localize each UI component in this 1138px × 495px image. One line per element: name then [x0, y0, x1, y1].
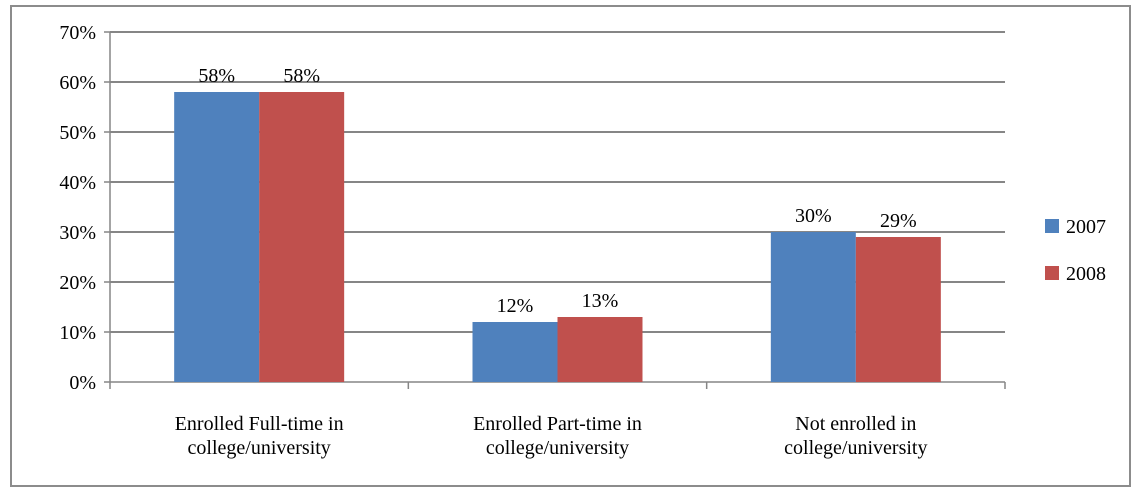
legend-swatch — [1045, 219, 1059, 233]
data-label: 58% — [198, 65, 235, 87]
data-label: 13% — [582, 290, 619, 312]
bar-2008 — [557, 317, 643, 382]
y-tick-label: 30% — [59, 222, 96, 244]
bar-2008 — [855, 237, 941, 382]
y-tick-label: 20% — [59, 272, 96, 294]
bar-2007 — [770, 232, 856, 382]
data-label: 12% — [497, 295, 534, 317]
x-tick-label: college/university — [188, 437, 331, 459]
y-tick-label: 70% — [59, 22, 96, 44]
x-tick-label: Enrolled Full-time in — [175, 413, 344, 435]
y-tick-label: 0% — [69, 372, 96, 394]
y-tick-label: 40% — [59, 172, 96, 194]
legend-label: 2007 — [1066, 216, 1106, 238]
y-tick-label: 50% — [59, 122, 96, 144]
legend-swatch — [1045, 266, 1059, 280]
bar-2007 — [174, 92, 260, 382]
bar-2008 — [259, 92, 345, 382]
x-tick-label: Enrolled Part-time in — [473, 413, 642, 435]
x-tick-label: college/university — [784, 437, 927, 459]
data-label: 30% — [795, 205, 832, 227]
bar-2007 — [472, 322, 558, 382]
x-tick-label: college/university — [486, 437, 629, 459]
data-label: 29% — [880, 210, 917, 232]
x-tick-label: Not enrolled in — [795, 413, 916, 435]
data-label: 58% — [283, 65, 320, 87]
y-tick-label: 60% — [59, 72, 96, 94]
y-tick-label: 10% — [59, 322, 96, 344]
legend-label: 2008 — [1066, 263, 1106, 285]
